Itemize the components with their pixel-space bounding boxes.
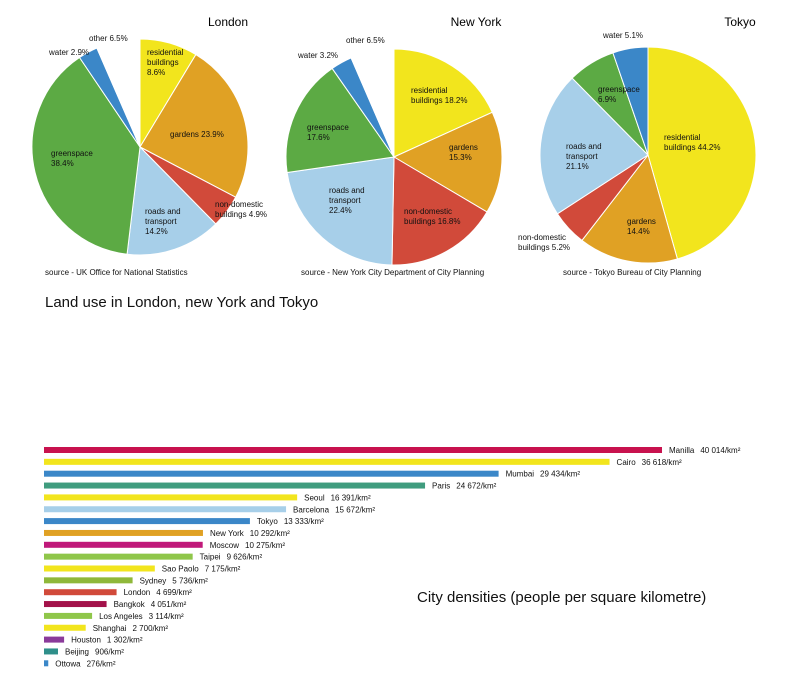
pie-slice-roads-and-transport bbox=[286, 156, 395, 266]
pie-label-greenspace: greenspace 17.6% bbox=[307, 123, 349, 142]
pie-label-other: other 6.5% bbox=[346, 36, 385, 45]
bar-mumbai bbox=[44, 470, 499, 477]
bar-label-new-york: New York 10 292/km² bbox=[210, 529, 290, 538]
pie-title-london: London bbox=[208, 15, 248, 29]
bar-tokyo bbox=[44, 518, 250, 525]
pie-new-york: residential buildings 18.2% gardens 15.3% no… bbox=[285, 15, 503, 277]
bar-label-beijing: Beijing 906/km² bbox=[65, 647, 124, 656]
bar-label-taipei: Taipei 9 626/km² bbox=[200, 553, 263, 562]
bar-los-angeles bbox=[44, 612, 93, 619]
bar-label-barcelona: Barcelona 15 672/km² bbox=[293, 505, 375, 514]
bar-sydney bbox=[44, 577, 133, 584]
bar-sao-paolo bbox=[44, 565, 155, 572]
pie-source-tokyo: source - Tokyo Bureau of City Planning bbox=[563, 268, 701, 277]
bar-label-seoul: Seoul 16 391/km² bbox=[304, 493, 371, 502]
pie-label-water: water 2.9% bbox=[48, 48, 89, 57]
density-bar-chart: Manilla 40 014/km² Cairo 36 618/km² Mumbai 29… bbox=[44, 446, 741, 668]
pie-label-gardens: gardens 15.3% bbox=[449, 143, 478, 162]
pie-label-residential-buildings: residential buildings 8.6% bbox=[147, 48, 184, 77]
pie-slice-roads-and-transport bbox=[126, 145, 217, 256]
bar-bangkok bbox=[44, 601, 107, 608]
pie-label-non-domestic-buildings: non-domestic buildings 5.2% bbox=[518, 233, 570, 252]
pie-slice-gardens bbox=[139, 53, 249, 198]
pie-title-tokyo: Tokyo bbox=[724, 15, 756, 29]
bar-label-sydney: Sydney 5 736/km² bbox=[140, 576, 209, 585]
bar-label-paris: Paris 24 672/km² bbox=[432, 482, 497, 491]
pie-slice-residential-buildings bbox=[647, 46, 757, 260]
bar-label-houston: Houston 1 302/km² bbox=[71, 636, 143, 645]
pie-label-roads-and-transport: roads and transport 21.1% bbox=[566, 142, 602, 171]
bar-cairo bbox=[44, 458, 610, 465]
pie-label-residential-buildings: residential buildings 18.2% bbox=[411, 86, 467, 105]
pie-slice-greenspace bbox=[285, 67, 395, 174]
pie-slice-gardens bbox=[581, 153, 679, 264]
pie-slice-roads-and-transport bbox=[539, 77, 649, 215]
pie-label-non-domestic-buildings: non-domestic buildings 4.9% bbox=[215, 200, 267, 219]
pie-charts: residential buildings 8.6% gardens 23.9% non… bbox=[31, 15, 757, 277]
bar-label-ottowa: Ottowa 276/km² bbox=[55, 659, 116, 668]
bar-label-los-angeles: Los Angeles 3 114/km² bbox=[99, 612, 184, 621]
pie-slice-other bbox=[350, 48, 395, 158]
pie-slice-other bbox=[96, 38, 141, 148]
bar-new-york bbox=[44, 529, 203, 536]
bar-label-shanghai: Shanghai 2 700/km² bbox=[93, 624, 169, 633]
bar-seoul bbox=[44, 494, 298, 501]
pie-label-residential-buildings: residential buildings 44.2% bbox=[664, 133, 720, 152]
bar-label-manilla: Manilla 40 014/km² bbox=[669, 446, 741, 455]
bar-moscow bbox=[44, 541, 203, 548]
pie-tokyo: residential buildings 44.2% gardens 14.4% no… bbox=[518, 15, 757, 277]
pie-label-other: other 6.5% bbox=[89, 34, 128, 43]
pie-slice-gardens bbox=[392, 111, 503, 213]
pie-label-roads-and-transport: roads and transport 14.2% bbox=[145, 207, 181, 236]
bar-houston bbox=[44, 636, 65, 643]
pie-label-gardens: gardens 23.9% bbox=[170, 130, 224, 139]
bar-ottowa bbox=[44, 660, 49, 667]
pie-london: residential buildings 8.6% gardens 23.9% non… bbox=[31, 15, 267, 277]
pie-slice-non-domestic-buildings bbox=[391, 156, 488, 266]
pie-source-new-york: source - New York City Department of Cit… bbox=[301, 268, 484, 277]
pie-title-new-york: New York bbox=[451, 15, 503, 29]
pie-label-roads-and-transport: roads and transport 22.4% bbox=[329, 186, 365, 215]
pie-label-water: water 5.1% bbox=[602, 31, 643, 40]
pie-label-non-domestic-buildings: non-domestic buildings 16.8% bbox=[404, 207, 460, 226]
pie-label-greenspace: greenspace 38.4% bbox=[51, 149, 93, 168]
pie-label-water: water 3.2% bbox=[297, 51, 338, 60]
bar-chart-title: City densities (people per square kilome… bbox=[417, 589, 706, 606]
bar-london bbox=[44, 589, 117, 596]
pie-label-greenspace: greenspace 6.9% bbox=[598, 85, 640, 104]
pie-slice-water bbox=[612, 46, 649, 156]
pie-slice-residential-buildings bbox=[393, 48, 493, 158]
bar-label-sao-paolo: Sao Paolo 7 175/km² bbox=[162, 565, 241, 574]
land-use-caption: Land use in London, new York and Tokyo bbox=[45, 294, 318, 311]
bar-label-cairo: Cairo 36 618/km² bbox=[617, 458, 682, 467]
bar-label-mumbai: Mumbai 29 434/km² bbox=[506, 470, 581, 479]
bar-label-bangkok: Bangkok 4 051/km² bbox=[114, 600, 187, 609]
bar-paris bbox=[44, 482, 426, 489]
bar-manilla bbox=[44, 447, 662, 453]
bar-beijing bbox=[44, 648, 58, 655]
bar-barcelona bbox=[44, 506, 287, 513]
bar-shanghai bbox=[44, 624, 86, 631]
bar-taipei bbox=[44, 553, 193, 560]
bar-label-moscow: Moscow 10 275/km² bbox=[210, 541, 286, 550]
pie-label-gardens: gardens 14.4% bbox=[627, 217, 656, 236]
bar-label-london: London 4 699/km² bbox=[124, 588, 193, 597]
pie-source-london: source - UK Office for National Statisti… bbox=[45, 268, 188, 277]
bar-label-tokyo: Tokyo 13 333/km² bbox=[257, 517, 324, 526]
pie-slice-greenspace bbox=[31, 56, 141, 255]
